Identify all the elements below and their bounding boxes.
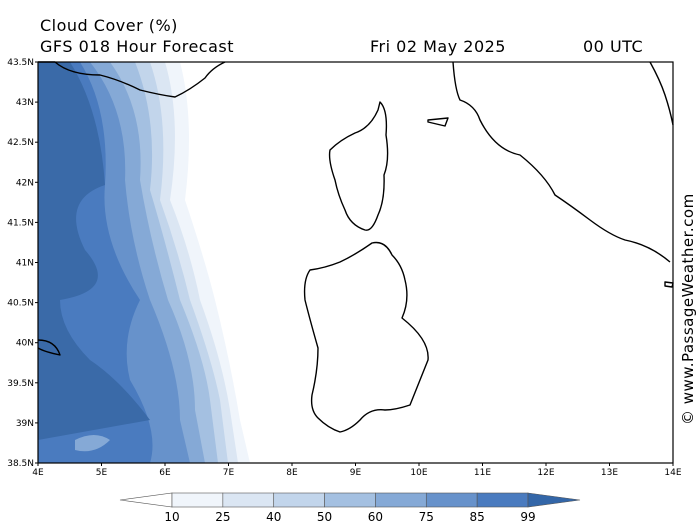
lat-label: 40.5N [7,299,34,309]
title: Cloud Cover (%) [40,16,178,35]
colorbar-segment [273,492,325,508]
colorbar-label: 10 [164,510,179,524]
colorbar-segment [222,492,275,508]
lat-label: 41.5N [7,218,34,228]
lat-label: 40N [16,339,34,349]
lon-label: 7E [223,468,235,478]
colorbar-label: 60 [368,510,383,524]
colorbar-low [119,492,173,508]
lat-label: 38.5N [7,459,34,469]
coastlines [37,61,674,433]
colorbar-segment [476,492,529,508]
lat-label: 41N [16,259,34,269]
colorbar-label: 40 [266,510,281,524]
lon-label: 8E [286,468,298,478]
subtitle: GFS 018 Hour Forecast [40,37,234,56]
colorbar-label: 99 [520,510,535,524]
lon-label: 11E [474,468,491,478]
lon-label: 10E [410,468,427,478]
colorbar-label: 25 [215,510,230,524]
lon-label: 9E [350,468,362,478]
colorbar-label: 75 [419,510,434,524]
colorbar-segment [324,492,376,508]
colorbar-segment [425,492,478,508]
lon-label: 12E [537,468,554,478]
lat-label: 39.5N [7,379,34,389]
lon-label: 4E [32,468,44,478]
lat-label: 42N [16,178,34,188]
colorbar-segment [171,492,224,508]
colorbar-label: 85 [470,510,485,524]
colorbar-high [527,492,581,508]
lat-label: 43N [16,98,34,108]
cloud-field [38,62,250,463]
lat-label: 39N [16,419,34,429]
colorbar-label: 50 [317,510,332,524]
lat-label: 42.5N [7,138,34,148]
time: 00 UTC [583,37,643,56]
lon-label: 13E [601,468,618,478]
date: Fri 02 May 2025 [370,37,506,56]
watermark: © www.PassageWeather.com [679,193,697,425]
lon-label: 6E [159,468,171,478]
lon-label: 5E [96,468,108,478]
lon-label: 14E [664,468,681,478]
lat-label: 43.5N [7,58,34,68]
colorbar-segment [375,492,427,508]
